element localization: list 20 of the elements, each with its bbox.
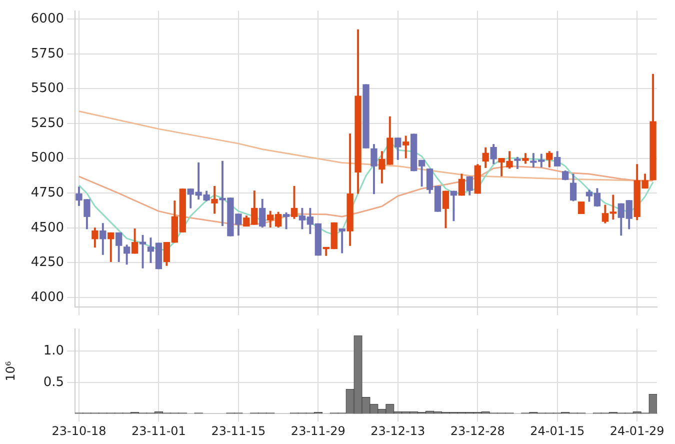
x-tick-label: 23-11-15 bbox=[211, 424, 266, 438]
y-axis-title: 10⁶ bbox=[3, 360, 18, 382]
y-tick-label: 1.0 bbox=[43, 344, 64, 359]
y-tick-label: 5250 bbox=[30, 116, 64, 131]
y-tick-label: 4250 bbox=[30, 255, 64, 270]
x-tick-label: 23-10-18 bbox=[52, 424, 106, 438]
y-tick-label: 0.5 bbox=[43, 374, 64, 390]
x-tick-label: 23-11-29 bbox=[290, 424, 346, 438]
y-tick-label: 4000 bbox=[30, 290, 64, 305]
y-tick-label: 4750 bbox=[30, 185, 64, 200]
x-tick-label: 23-12-28 bbox=[450, 424, 505, 438]
x-tick-label: 24-01-29 bbox=[610, 424, 664, 438]
y-tick-label: 4500 bbox=[30, 220, 64, 236]
y-tick-label: 5750 bbox=[30, 46, 64, 62]
y-tick-label: 6000 bbox=[30, 12, 64, 27]
x-tick-label: 23-12-13 bbox=[370, 424, 426, 438]
y-tick-label: 5000 bbox=[30, 150, 64, 166]
y-tick-label: 5500 bbox=[30, 81, 64, 96]
x-tick-label: 24-01-15 bbox=[530, 424, 585, 438]
x-tick-label: 23-11-01 bbox=[131, 424, 186, 438]
